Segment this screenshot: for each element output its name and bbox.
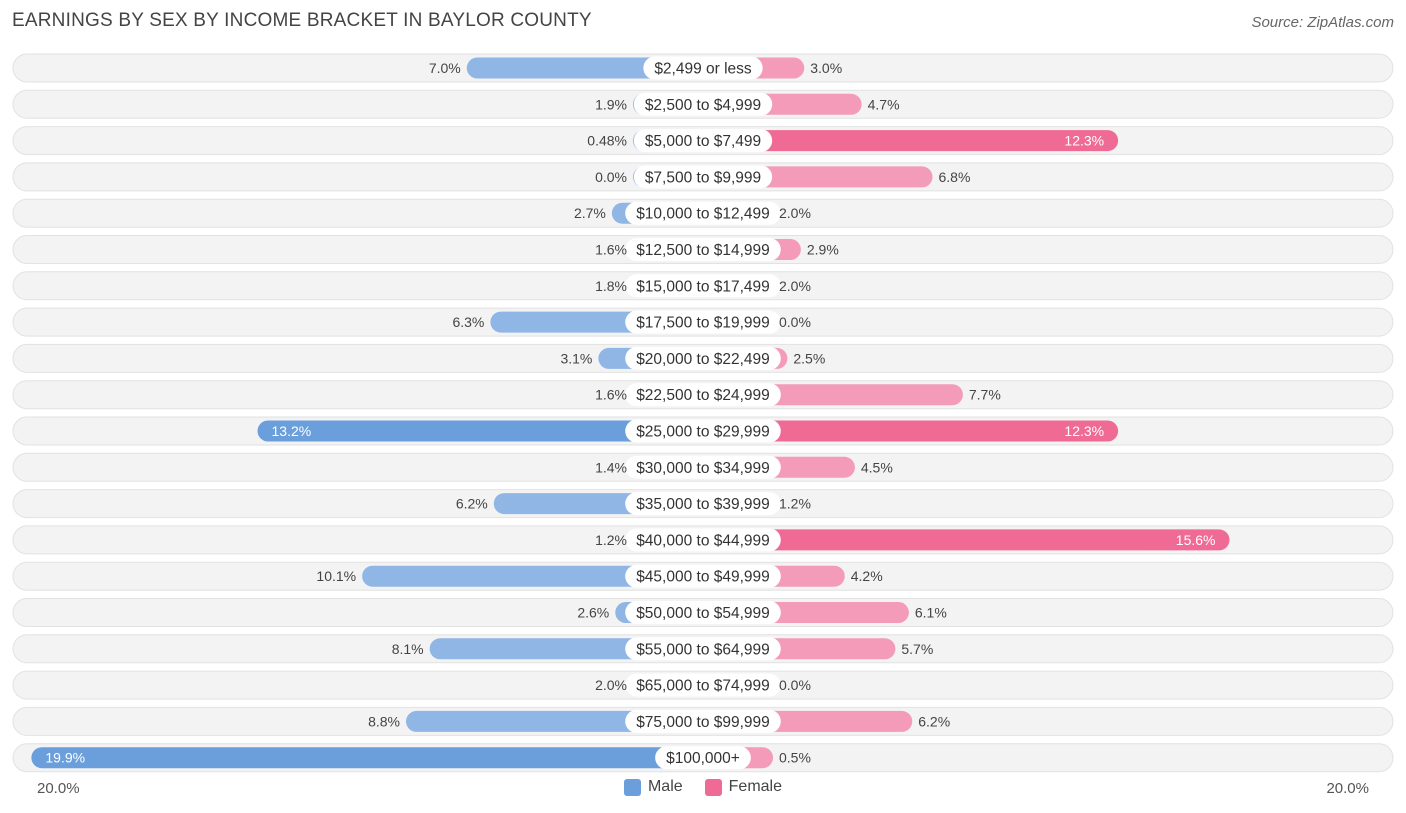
category-label: $30,000 to $34,999 (636, 460, 770, 477)
value-label-female: 2.5% (793, 350, 825, 366)
bar-female (703, 130, 1119, 152)
value-label-female: 0.0% (779, 677, 811, 693)
value-label-female: 5.7% (901, 641, 933, 657)
category-label-pill (625, 709, 781, 733)
bar-female (703, 420, 1119, 442)
value-label-male: 19.9% (45, 750, 85, 766)
category-label: $55,000 to $64,999 (636, 641, 770, 658)
bar-female (703, 529, 1230, 551)
category-label: $7,500 to $9,999 (645, 169, 761, 186)
legend-item-female[interactable]: Female (704, 778, 783, 796)
category-label: $2,499 or less (654, 61, 752, 78)
value-label-male: 1.6% (595, 242, 627, 258)
category-label: $45,000 to $49,999 (636, 569, 770, 586)
category-label-pill (625, 528, 781, 552)
value-label-male: 2.6% (577, 605, 609, 621)
category-label: $25,000 to $29,999 (636, 424, 770, 441)
category-label-pill (625, 601, 781, 624)
legend-swatch-male (623, 778, 641, 796)
value-label-male: 10.1% (316, 568, 356, 584)
value-label-female: 4.7% (868, 96, 900, 112)
value-label-male: 6.3% (452, 314, 484, 330)
value-label-male: 0.0% (595, 169, 627, 185)
category-label: $5,000 to $7,499 (645, 133, 761, 150)
category-label: $10,000 to $12,499 (636, 206, 770, 223)
legend-label-male: Male (647, 778, 683, 795)
category-label: $40,000 to $44,999 (636, 532, 770, 549)
value-label-female: 6.8% (939, 169, 971, 185)
value-label-male: 1.6% (595, 387, 627, 403)
bar-male (31, 747, 703, 769)
value-label-female: 6.2% (918, 713, 950, 729)
value-label-female: 7.7% (969, 387, 1001, 403)
value-label-male: 1.2% (595, 532, 627, 548)
chart-title: EARNINGS BY SEX BY INCOME BRACKET IN BAY… (12, 10, 592, 31)
value-label-male: 13.2% (272, 423, 312, 439)
legend-item-male[interactable]: Male (623, 778, 683, 796)
category-label-pill (625, 637, 781, 661)
value-label-female: 6.1% (915, 605, 947, 621)
category-label-pill (633, 129, 773, 153)
category-label: $22,500 to $24,999 (636, 387, 770, 404)
category-label-pill (655, 746, 751, 770)
value-label-female: 0.0% (779, 314, 811, 330)
category-label: $12,500 to $14,999 (636, 242, 770, 259)
value-label-female: 2.9% (807, 242, 839, 258)
value-label-male: 1.8% (595, 278, 627, 294)
legend: Male Female (0, 778, 1406, 796)
category-label-pill (633, 165, 773, 189)
category-label-pill (625, 492, 781, 516)
value-label-female: 2.0% (779, 205, 811, 221)
value-label-male: 6.2% (456, 496, 488, 512)
category-label: $17,500 to $19,999 (636, 315, 770, 332)
value-label-male: 0.48% (587, 133, 627, 149)
category-label-pill (625, 274, 781, 298)
category-label-pill (625, 201, 781, 225)
value-label-male: 8.8% (368, 713, 400, 729)
value-label-male: 7.0% (429, 60, 461, 76)
value-label-female: 0.5% (779, 750, 811, 766)
value-label-male: 1.9% (595, 96, 627, 112)
legend-label-female: Female (728, 778, 783, 795)
value-label-male: 2.0% (595, 677, 627, 693)
value-label-female: 15.6% (1176, 532, 1216, 548)
category-label-pill (625, 455, 781, 479)
axis-label-right: 20.0% (1326, 780, 1369, 797)
category-label: $65,000 to $74,999 (636, 678, 770, 695)
value-label-male: 1.4% (595, 459, 627, 475)
category-label-pill (625, 383, 781, 407)
category-label: $20,000 to $22,499 (636, 351, 770, 368)
category-label: $75,000 to $99,999 (636, 714, 770, 731)
category-label-pill (633, 92, 773, 116)
bar-male (257, 420, 703, 442)
category-label-pill (625, 673, 781, 697)
category-label-pill (625, 310, 781, 334)
value-label-female: 4.2% (851, 568, 883, 584)
category-label-pill (643, 56, 763, 80)
value-label-male: 3.1% (560, 350, 592, 366)
category-label-pill (625, 564, 781, 588)
value-label-female: 3.0% (810, 60, 842, 76)
category-label: $2,500 to $4,999 (645, 97, 761, 114)
category-label-pill (625, 346, 781, 370)
value-label-female: 1.2% (779, 496, 811, 512)
category-label: $35,000 to $39,999 (636, 496, 770, 513)
category-label: $50,000 to $54,999 (636, 605, 770, 622)
value-label-male: 8.1% (392, 641, 424, 657)
value-label-female: 4.5% (861, 459, 893, 475)
axis-label-left: 20.0% (37, 780, 80, 797)
value-label-female: 12.3% (1064, 423, 1104, 439)
source-credit: Source: ZipAtlas.com (1251, 14, 1394, 31)
bar-male (362, 565, 703, 587)
value-label-male: 2.7% (574, 205, 606, 221)
value-label-female: 12.3% (1064, 133, 1104, 149)
category-label: $100,000+ (666, 750, 740, 767)
category-label-pill (625, 419, 781, 443)
category-label-pill (625, 238, 781, 261)
category-label: $15,000 to $17,499 (636, 278, 770, 295)
legend-swatch-female (704, 778, 722, 796)
bar-male (466, 57, 703, 79)
value-label-female: 2.0% (779, 278, 811, 294)
